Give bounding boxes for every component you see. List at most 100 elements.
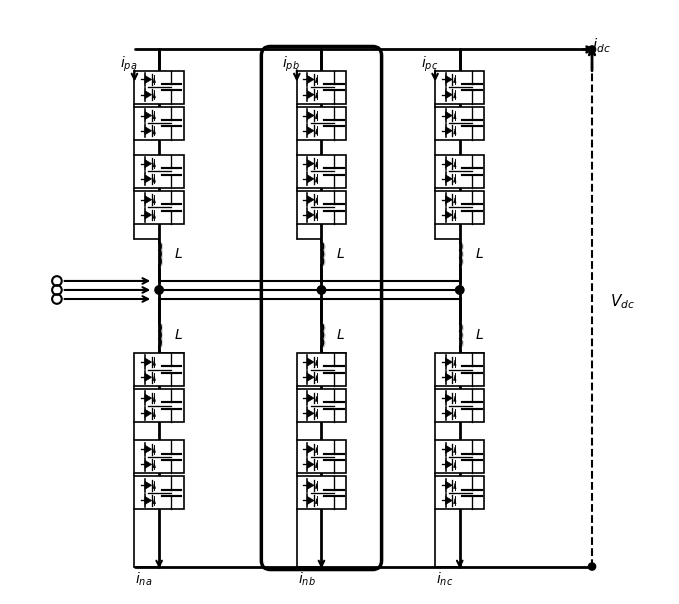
Bar <box>134 191 184 224</box>
Polygon shape <box>445 481 452 489</box>
Polygon shape <box>153 396 155 402</box>
Polygon shape <box>308 211 314 219</box>
Bar <box>297 106 346 140</box>
Bar <box>435 353 484 386</box>
Polygon shape <box>315 177 318 182</box>
Polygon shape <box>308 496 314 504</box>
Polygon shape <box>145 211 151 219</box>
Polygon shape <box>315 375 318 381</box>
Polygon shape <box>454 198 456 203</box>
Polygon shape <box>308 445 314 453</box>
Text: $L$: $L$ <box>475 247 483 261</box>
Polygon shape <box>153 77 155 83</box>
Bar <box>297 155 346 188</box>
Polygon shape <box>153 213 155 218</box>
Polygon shape <box>445 394 452 402</box>
Bar <box>435 440 484 474</box>
Polygon shape <box>145 196 151 204</box>
Circle shape <box>317 286 326 294</box>
Polygon shape <box>308 112 314 120</box>
Text: $L$: $L$ <box>337 328 346 342</box>
Bar <box>297 353 346 386</box>
Polygon shape <box>145 481 151 489</box>
Circle shape <box>589 46 595 53</box>
Polygon shape <box>454 483 456 489</box>
Polygon shape <box>153 114 155 119</box>
Polygon shape <box>445 460 452 468</box>
Text: $i_{nb}$: $i_{nb}$ <box>297 571 315 588</box>
Polygon shape <box>454 114 456 119</box>
Polygon shape <box>153 92 155 98</box>
Polygon shape <box>153 129 155 134</box>
Bar <box>435 71 484 104</box>
Polygon shape <box>445 496 452 504</box>
Polygon shape <box>145 76 151 83</box>
Polygon shape <box>145 175 151 183</box>
Polygon shape <box>445 358 452 366</box>
Polygon shape <box>454 396 456 402</box>
Polygon shape <box>145 394 151 402</box>
Bar <box>297 191 346 224</box>
Circle shape <box>589 563 595 570</box>
Polygon shape <box>445 211 452 219</box>
Polygon shape <box>445 159 452 167</box>
Polygon shape <box>454 498 456 504</box>
Polygon shape <box>445 91 452 98</box>
Polygon shape <box>445 445 452 453</box>
Polygon shape <box>145 373 151 381</box>
Polygon shape <box>315 411 318 417</box>
Polygon shape <box>145 112 151 120</box>
Text: $L$: $L$ <box>337 247 346 261</box>
Polygon shape <box>145 159 151 167</box>
Polygon shape <box>454 360 456 365</box>
Polygon shape <box>315 162 318 167</box>
Polygon shape <box>445 112 452 120</box>
Bar <box>134 389 184 422</box>
Polygon shape <box>454 77 456 83</box>
Polygon shape <box>145 460 151 468</box>
Polygon shape <box>315 447 318 452</box>
Polygon shape <box>315 114 318 119</box>
Bar <box>134 440 184 474</box>
Polygon shape <box>445 373 452 381</box>
Polygon shape <box>308 410 314 417</box>
Polygon shape <box>153 375 155 381</box>
Polygon shape <box>308 373 314 381</box>
Bar <box>297 389 346 422</box>
Polygon shape <box>153 498 155 504</box>
Polygon shape <box>315 198 318 203</box>
Polygon shape <box>315 77 318 83</box>
Polygon shape <box>145 127 151 135</box>
Polygon shape <box>315 498 318 504</box>
Polygon shape <box>315 483 318 489</box>
Polygon shape <box>315 463 318 467</box>
Polygon shape <box>153 198 155 203</box>
Polygon shape <box>454 411 456 417</box>
Polygon shape <box>308 460 314 468</box>
Polygon shape <box>308 159 314 167</box>
Text: $i_{nc}$: $i_{nc}$ <box>436 571 454 588</box>
Polygon shape <box>145 496 151 504</box>
Polygon shape <box>153 411 155 417</box>
Bar <box>134 106 184 140</box>
Polygon shape <box>445 127 452 135</box>
Bar <box>297 477 346 509</box>
Bar <box>435 477 484 509</box>
Circle shape <box>456 286 464 294</box>
Polygon shape <box>454 447 456 452</box>
Bar <box>297 71 346 104</box>
Polygon shape <box>145 445 151 453</box>
Polygon shape <box>145 410 151 417</box>
Polygon shape <box>454 177 456 182</box>
Polygon shape <box>315 92 318 98</box>
Text: $i_{na}$: $i_{na}$ <box>135 571 153 588</box>
Polygon shape <box>308 358 314 366</box>
Text: $i_{pc}$: $i_{pc}$ <box>421 55 438 74</box>
Polygon shape <box>308 175 314 183</box>
Bar <box>435 106 484 140</box>
Polygon shape <box>308 76 314 83</box>
Polygon shape <box>308 91 314 98</box>
Polygon shape <box>454 92 456 98</box>
Circle shape <box>155 286 164 294</box>
Bar <box>134 71 184 104</box>
